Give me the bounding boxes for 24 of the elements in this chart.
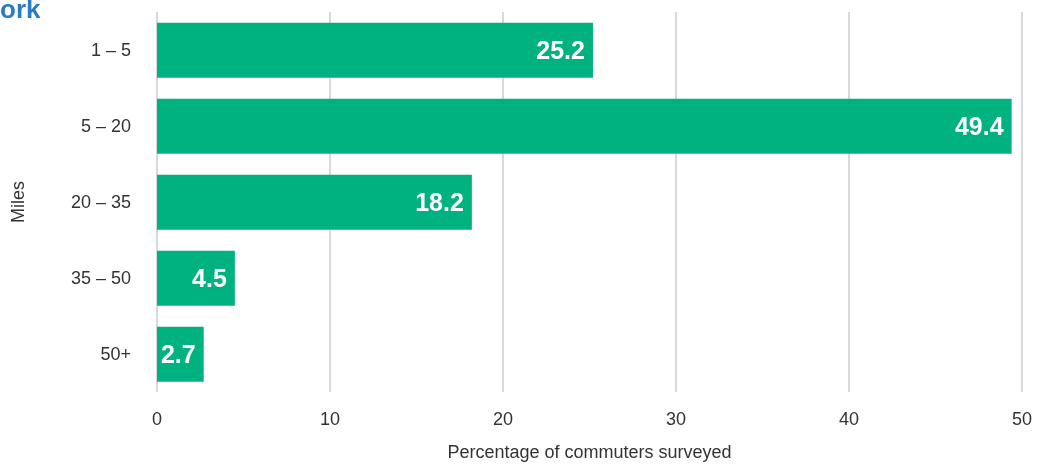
- y-tick-label: 20 – 35: [70, 192, 131, 213]
- x-tick-label: 20: [492, 408, 514, 429]
- bar: [157, 22, 593, 78]
- y-tick-label: 50+: [100, 344, 131, 365]
- y-tick-label: 1 – 5: [90, 40, 131, 61]
- data-label: 2.7: [160, 340, 196, 369]
- data-label: 4.5: [192, 264, 227, 293]
- chart-title: ork: [0, 0, 41, 25]
- data-label: 25.2: [536, 36, 585, 65]
- x-tick-label: 40: [838, 408, 860, 429]
- y-tick-label: 35 – 50: [70, 268, 131, 289]
- data-label: 18.2: [415, 188, 464, 217]
- x-tick-label: 50: [1011, 408, 1033, 429]
- bar: [157, 250, 235, 306]
- x-axis-title: Percentage of commuters surveyed: [447, 442, 732, 462]
- x-tick-label: 10: [319, 408, 341, 429]
- bar: [157, 326, 204, 382]
- bar: [157, 98, 1012, 154]
- x-tick-label: 0: [151, 408, 163, 429]
- x-tick-label: 30: [665, 408, 687, 429]
- bar: [157, 174, 472, 230]
- y-axis-title: Miles: [8, 180, 29, 224]
- data-label: 49.4: [954, 112, 1004, 141]
- y-tick-label: 5 – 20: [80, 116, 131, 137]
